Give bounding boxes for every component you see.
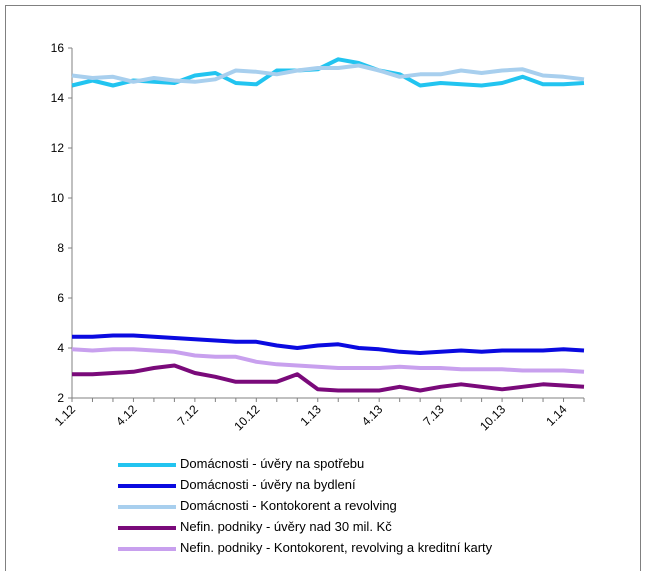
x-tick-label: 1.13 (297, 402, 324, 429)
x-tick-label: 10.13 (477, 402, 508, 433)
y-tick-label: 12 (51, 141, 65, 155)
legend-label: Domácnosti - Kontokorent a revolving (180, 498, 397, 513)
y-tick-label: 8 (57, 241, 64, 255)
legend-label: Domácnosti - úvěry na bydlení (180, 477, 356, 492)
legend-label: Nefin. podniky - Kontokorent, revolving … (180, 540, 493, 555)
series-line-1 (71, 57, 585, 88)
legend-swatch (118, 526, 176, 530)
series-line-5 (71, 347, 585, 374)
x-tick-label: 1.12 (52, 402, 79, 429)
legend-label: Nefin. podniky - úvěry nad 30 mil. Kč (180, 519, 392, 534)
y-tick-label: 10 (51, 191, 65, 205)
legend-swatch (118, 484, 176, 488)
x-tick-label: 4.12 (113, 402, 140, 429)
x-tick-label: 10.12 (231, 402, 262, 433)
series-line-2 (72, 333, 585, 355)
y-tick-label: 4 (57, 341, 64, 355)
legend-label: Domácnosti - úvěry na spotřebu (180, 456, 365, 471)
y-tick-label: 14 (51, 91, 65, 105)
y-tick-label: 16 (51, 41, 65, 55)
y-tick-label: 6 (57, 291, 64, 305)
x-tick-label: 7.13 (420, 402, 447, 429)
chart-frame (5, 5, 641, 571)
legend-swatch (118, 505, 176, 509)
x-tick-label: 4.13 (359, 402, 386, 429)
x-tick-label: 7.12 (175, 402, 202, 429)
y-tick-label: 2 (57, 391, 64, 405)
series-line-3 (71, 63, 585, 84)
series-line-4 (72, 363, 585, 393)
legend-swatch (118, 463, 176, 467)
x-tick-label: 1.14 (543, 402, 570, 429)
legend-swatch (118, 547, 176, 551)
